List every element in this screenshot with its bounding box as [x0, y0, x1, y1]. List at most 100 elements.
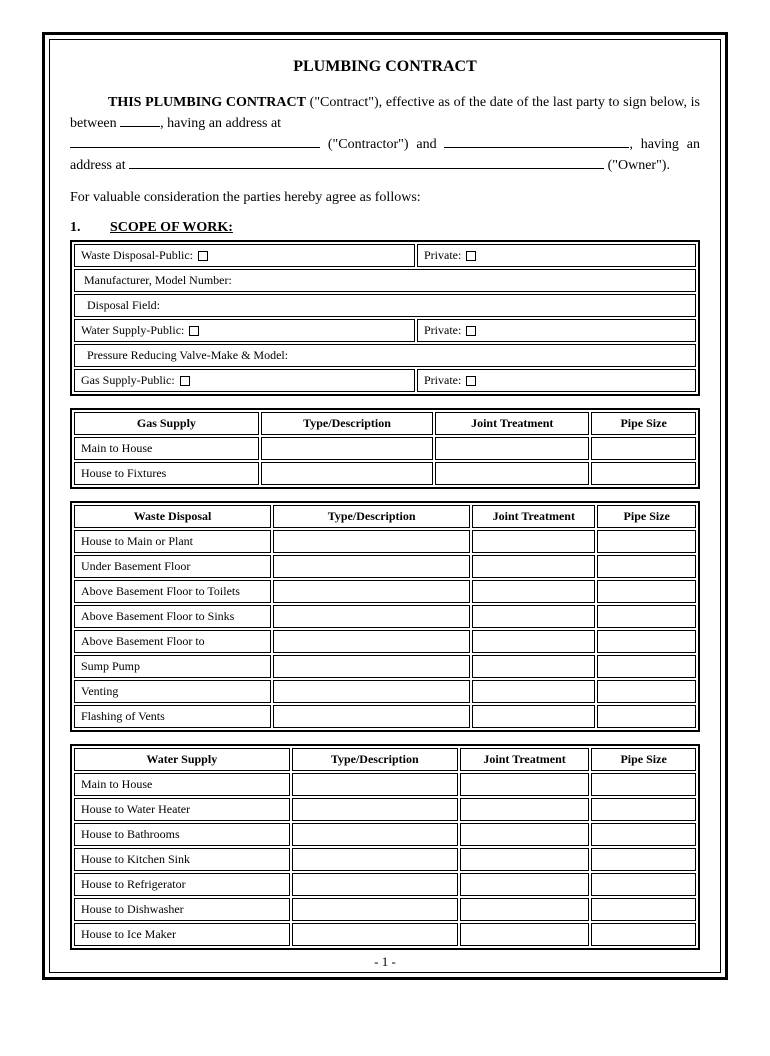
waste-row-3: Above Basement Floor to Sinks [74, 605, 271, 628]
cell[interactable] [597, 580, 696, 603]
waste-row-6: Venting [74, 680, 271, 703]
pressure-valve-cell[interactable]: Pressure Reducing Valve-Make & Model: [74, 344, 696, 367]
cell[interactable] [292, 823, 458, 846]
waste-public-checkbox[interactable] [198, 251, 208, 261]
cell[interactable] [435, 462, 589, 485]
waste-row-2: Above Basement Floor to Toilets [74, 580, 271, 603]
water-public-label: Water Supply-Public: [81, 323, 184, 337]
water-row-2: House to Bathrooms [74, 823, 290, 846]
table-row: House to Main or Plant [74, 530, 696, 553]
cell[interactable] [591, 848, 696, 871]
cell[interactable] [261, 437, 433, 460]
cell[interactable] [273, 705, 470, 728]
cell[interactable] [591, 823, 696, 846]
cell[interactable] [472, 705, 595, 728]
cell[interactable] [591, 437, 696, 460]
cell[interactable] [597, 555, 696, 578]
disposal-field-cell[interactable]: Disposal Field: [74, 294, 696, 317]
cell[interactable] [597, 630, 696, 653]
gas-private-cell: Private: [417, 369, 696, 392]
cell[interactable] [460, 823, 589, 846]
gas-joint-header: Joint Treatment [435, 412, 589, 435]
waste-row-0: House to Main or Plant [74, 530, 271, 553]
intro-part5: ("Owner"). [604, 158, 670, 173]
cell[interactable] [591, 898, 696, 921]
section-1-num: 1. [70, 220, 110, 236]
gas-header: Gas Supply [74, 412, 259, 435]
cell[interactable] [472, 555, 595, 578]
gas-private-checkbox[interactable] [466, 376, 476, 386]
cell[interactable] [460, 773, 589, 796]
manufacturer-label: Manufacturer, Model Number: [84, 273, 232, 287]
cell[interactable] [460, 798, 589, 821]
water-row-1: House to Water Heater [74, 798, 290, 821]
waste-disposal-table: Waste Disposal Type/Description Joint Tr… [70, 501, 700, 732]
cell[interactable] [273, 630, 470, 653]
gas-row-0: Main to House [74, 437, 259, 460]
cell[interactable] [273, 655, 470, 678]
cell[interactable] [273, 680, 470, 703]
water-public-checkbox[interactable] [189, 326, 199, 336]
cell[interactable] [591, 873, 696, 896]
cell[interactable] [273, 605, 470, 628]
water-private-checkbox[interactable] [466, 326, 476, 336]
cell[interactable] [472, 605, 595, 628]
cell[interactable] [591, 923, 696, 946]
cell[interactable] [435, 437, 589, 460]
blank-owner-address[interactable] [129, 168, 604, 169]
cell[interactable] [472, 530, 595, 553]
cell[interactable] [292, 798, 458, 821]
cell[interactable] [292, 848, 458, 871]
cell[interactable] [597, 680, 696, 703]
cell[interactable] [597, 530, 696, 553]
gas-supply-table: Gas Supply Type/Description Joint Treatm… [70, 408, 700, 489]
cell[interactable] [597, 605, 696, 628]
cell[interactable] [460, 873, 589, 896]
document-title: PLUMBING CONTRACT [70, 58, 700, 76]
water-row-4: House to Refrigerator [74, 873, 290, 896]
cell[interactable] [460, 898, 589, 921]
cell[interactable] [472, 580, 595, 603]
water-private-label: Private: [424, 323, 461, 337]
cell[interactable] [472, 680, 595, 703]
blank-owner-name[interactable] [444, 147, 629, 148]
cell[interactable] [591, 798, 696, 821]
cell[interactable] [460, 848, 589, 871]
water-supply-table: Water Supply Type/Description Joint Trea… [70, 744, 700, 950]
cell[interactable] [597, 705, 696, 728]
scope-form-table: Waste Disposal-Public: Private: Manufact… [70, 240, 700, 396]
cell[interactable] [460, 923, 589, 946]
cell[interactable] [261, 462, 433, 485]
inner-border: PLUMBING CONTRACT THIS PLUMBING CONTRACT… [49, 39, 721, 973]
water-pipe-header: Pipe Size [591, 748, 696, 771]
blank-contractor-address[interactable] [70, 147, 320, 148]
table-row: House to Refrigerator [74, 873, 696, 896]
cell[interactable] [472, 655, 595, 678]
cell[interactable] [292, 873, 458, 896]
table-row: Under Basement Floor [74, 555, 696, 578]
cell[interactable] [273, 530, 470, 553]
gas-public-checkbox[interactable] [180, 376, 190, 386]
cell[interactable] [597, 655, 696, 678]
cell[interactable] [591, 462, 696, 485]
cell[interactable] [292, 898, 458, 921]
disposal-field-label: Disposal Field: [87, 298, 160, 312]
cell[interactable] [292, 773, 458, 796]
table-row: House to Water Heater [74, 798, 696, 821]
cell[interactable] [591, 773, 696, 796]
cell[interactable] [472, 630, 595, 653]
cell[interactable] [292, 923, 458, 946]
cell[interactable] [273, 580, 470, 603]
water-row-3: House to Kitchen Sink [74, 848, 290, 871]
blank-party[interactable] [120, 126, 160, 127]
table-row: Above Basement Floor to Sinks [74, 605, 696, 628]
water-public-cell: Water Supply-Public: [74, 319, 415, 342]
waste-private-checkbox[interactable] [466, 251, 476, 261]
section-1-header: 1.SCOPE OF WORK: [70, 220, 700, 236]
manufacturer-cell[interactable]: Manufacturer, Model Number: [74, 269, 696, 292]
cell[interactable] [273, 555, 470, 578]
consideration-text: For valuable consideration the parties h… [70, 190, 700, 206]
intro-part3: ("Contractor") and [320, 137, 444, 152]
water-header: Water Supply [74, 748, 290, 771]
table-row: House to Bathrooms [74, 823, 696, 846]
